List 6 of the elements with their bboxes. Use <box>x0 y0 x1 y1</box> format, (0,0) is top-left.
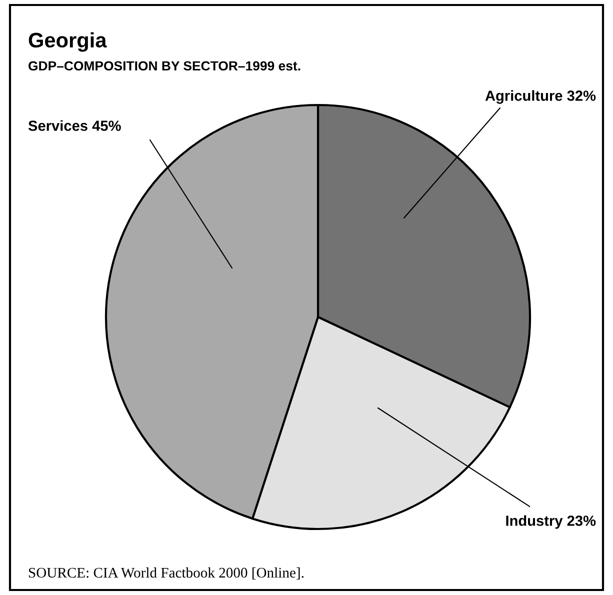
slice-label: Agriculture 32% <box>485 90 596 104</box>
slice-label: Services 45% <box>28 120 121 131</box>
chart-subtitle: GDP–COMPOSITION BY SECTOR–1999 est. <box>28 61 300 71</box>
slice-label: Industry 23% <box>506 515 596 529</box>
chart-title: Georgia <box>28 32 107 52</box>
source-note: SOURCE: CIA World Factbook 2000 [Online]. <box>28 567 304 580</box>
